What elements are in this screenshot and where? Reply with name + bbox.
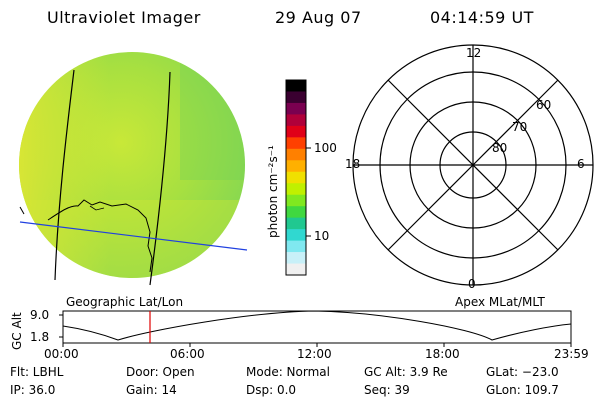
colorbar-segment	[286, 148, 306, 161]
info-glon: GLon: 109.7	[486, 383, 559, 397]
colorbar-segment	[286, 80, 306, 93]
info-seq: Seq: 39	[364, 383, 410, 397]
alt-axis-label: GC Alt	[10, 312, 24, 350]
time-tick-1800: 18:00	[425, 347, 460, 361]
colorbar-frame	[285, 79, 307, 276]
info-mode: Mode: Normal	[246, 365, 330, 379]
colorbar-segment	[286, 263, 306, 276]
color-scale-bar	[285, 79, 307, 276]
geographic-panel-label: Geographic Lat/Lon	[66, 295, 184, 309]
info-dsp: Dsp: 0.0	[246, 383, 297, 397]
colorbar-segment	[286, 160, 306, 173]
colorbar-segment	[286, 102, 306, 116]
colorbar-segment	[286, 171, 306, 184]
polar-label-mlat-70: 70	[512, 120, 528, 134]
alt-tick-low: 1.8	[30, 330, 50, 344]
colorbar-segment	[286, 125, 306, 138]
colorbar-unit-label: photon cm⁻²s⁻¹	[266, 145, 280, 238]
info-gc-alt: GC Alt: 3.9 Re	[364, 365, 448, 379]
altitude-plot	[59, 310, 572, 347]
polar-label-mlt-18: 18	[345, 157, 361, 171]
alt-tick-high: 9.0	[30, 308, 50, 322]
colorbar-segment	[286, 183, 306, 196]
apex-polar-plot	[352, 44, 594, 286]
colorbar-segment	[286, 137, 306, 150]
uv-earth-image	[19, 52, 248, 286]
colorbar-segment	[286, 217, 306, 230]
time-tick-0000: 00:00	[44, 347, 79, 361]
colorbar-segment	[286, 240, 306, 253]
info-glat: GLat: −23.0	[486, 365, 559, 379]
info-gain: Gain: 14	[126, 383, 177, 397]
polar-label-mlt-12: 12	[466, 46, 482, 60]
info-ip: IP: 36.0	[10, 383, 56, 397]
instrument-title: Ultraviolet Imager	[47, 8, 201, 27]
colorbar-segment	[286, 194, 306, 207]
image-time: 04:14:59 UT	[430, 8, 534, 27]
colorbar-tick-10: 10	[314, 229, 330, 243]
colorbar-segment	[286, 91, 306, 104]
time-tick-2359: 23:59	[554, 347, 589, 361]
polar-label-mlt-0: 0	[468, 277, 476, 291]
colorbar-segment	[286, 114, 306, 127]
polar-label-mlat-80: 80	[492, 141, 508, 155]
info-filter: Flt: LBHL	[10, 365, 64, 379]
colorbar-segment	[286, 206, 306, 219]
image-date: 29 Aug 07	[275, 8, 362, 27]
time-tick-1200: 12:00	[297, 347, 332, 361]
colorbar-segment	[286, 229, 306, 242]
colorbar-segment	[286, 252, 306, 265]
polar-label-mlat-60: 60	[536, 98, 552, 112]
time-tick-0600: 06:00	[170, 347, 205, 361]
colorbar-tick-100: 100	[314, 141, 337, 155]
apex-panel-label: Apex MLat/MLT	[455, 295, 545, 309]
polar-label-mlt-6: 6	[577, 157, 585, 171]
info-door: Door: Open	[126, 365, 195, 379]
